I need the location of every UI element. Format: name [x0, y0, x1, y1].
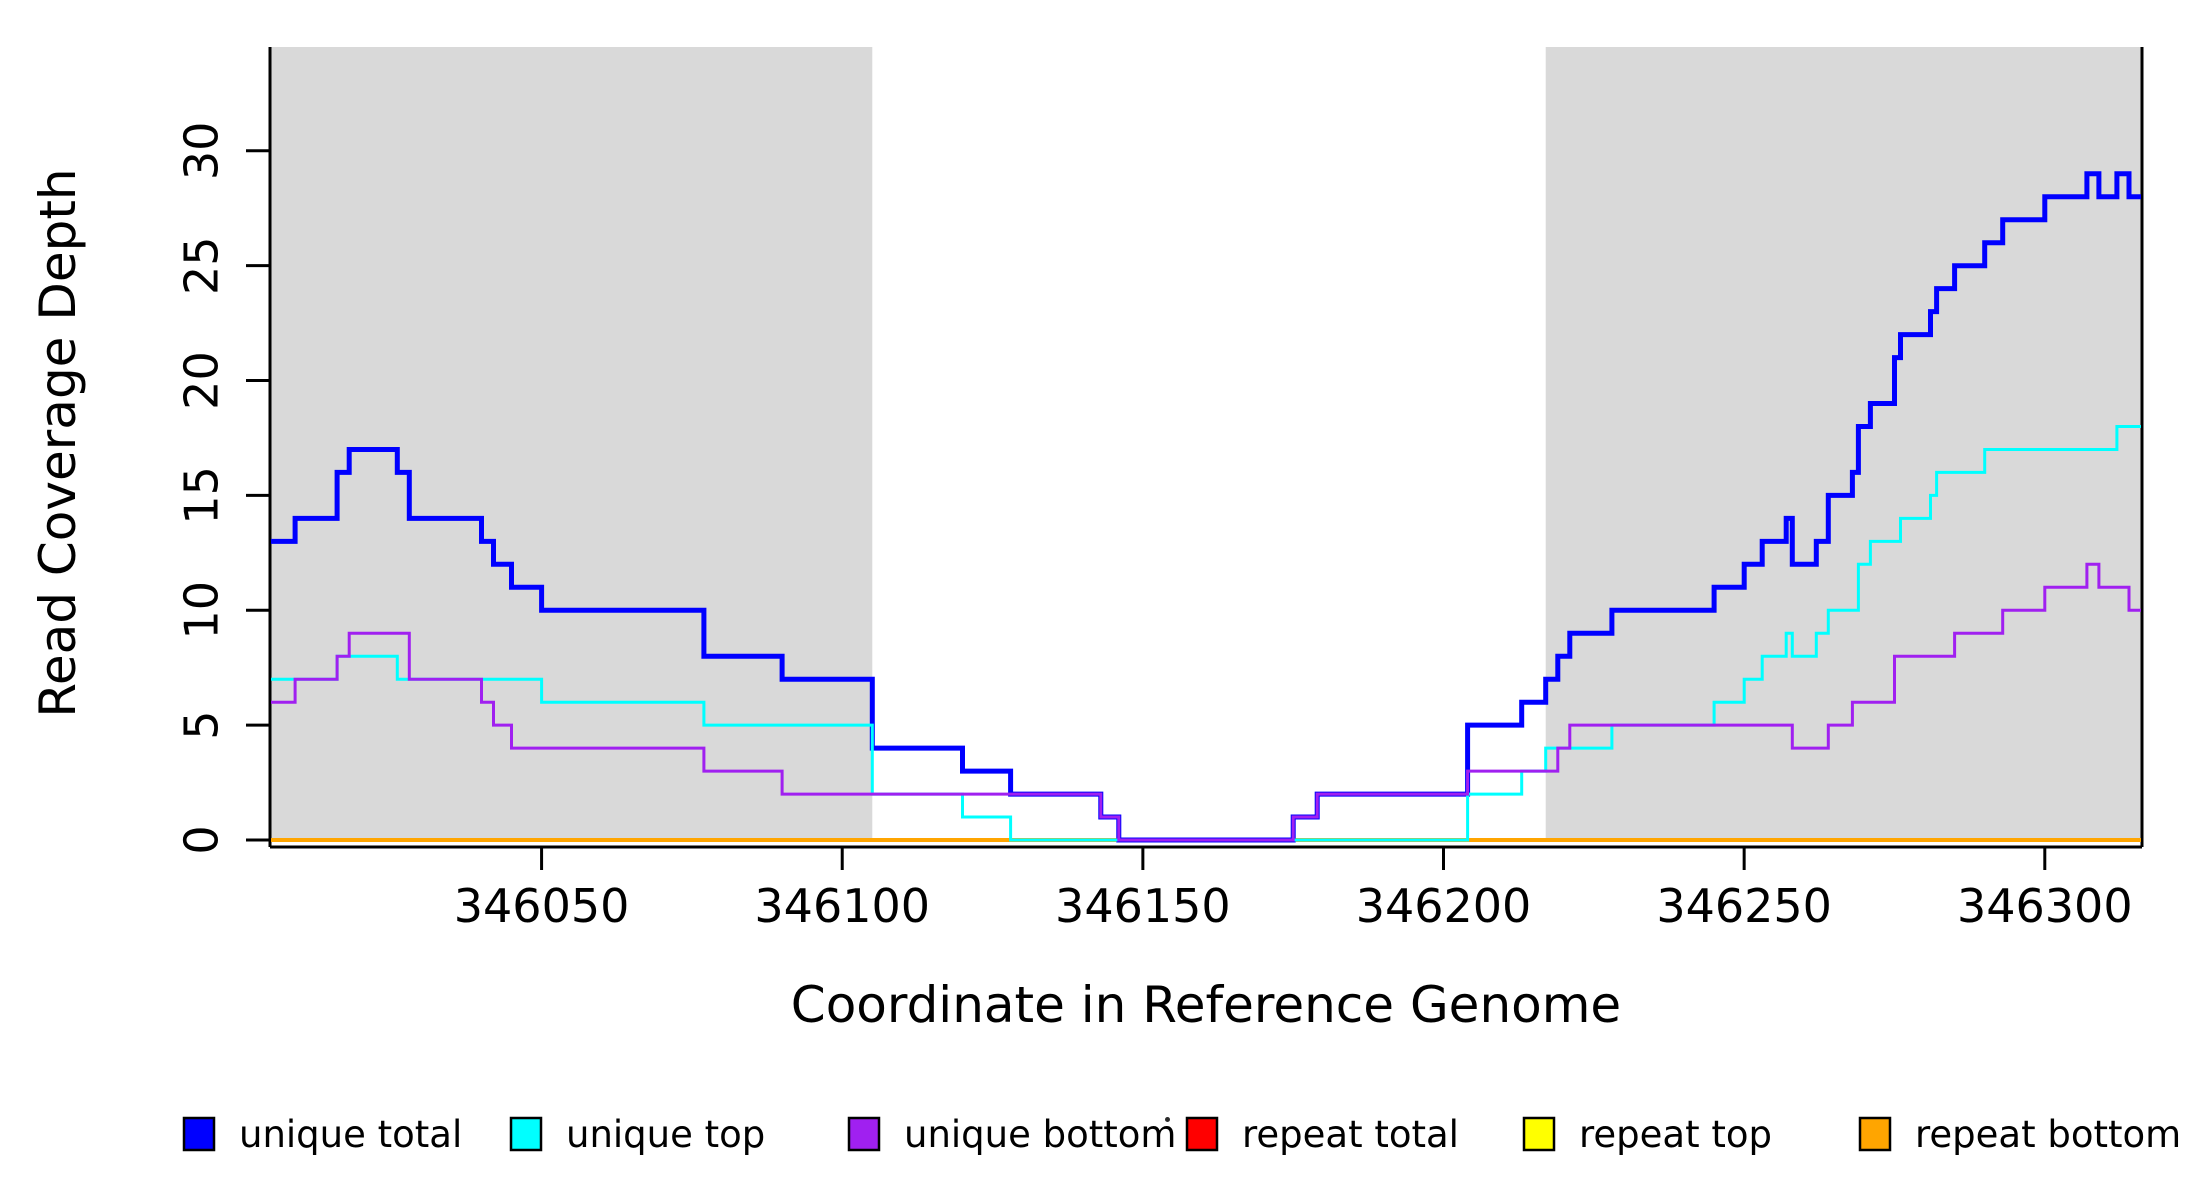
- legend-label-unique-total: unique total: [239, 1113, 462, 1156]
- legend-label-repeat-bottom: repeat bottom: [1915, 1113, 2181, 1156]
- legend-swatch-repeat-bottom: [1858, 1116, 1892, 1152]
- x-tick-label: 346250: [1656, 879, 1832, 933]
- y-tick-label: 0: [175, 825, 229, 854]
- x-tick-label: 346150: [1055, 879, 1231, 933]
- stray-dot: [1165, 1117, 1170, 1122]
- x-axis-title: Coordinate in Reference Genome: [791, 976, 1621, 1034]
- legend-swatch-unique-bottom: [847, 1116, 881, 1152]
- y-tick-label: 30: [175, 122, 229, 181]
- x-tick-label: 346100: [754, 879, 930, 933]
- y-tick-label: 20: [175, 351, 229, 410]
- x-tick-label: 346050: [454, 879, 630, 933]
- legend-label-unique-bottom: unique bottom: [904, 1113, 1176, 1156]
- legend-label-repeat-total: repeat total: [1242, 1113, 1459, 1156]
- shaded-region-2: [1545, 47, 2141, 841]
- x-tick-label: 346200: [1356, 879, 1532, 933]
- y-tick-label: 25: [175, 236, 229, 295]
- x-tick-label: 346300: [1957, 879, 2133, 933]
- legend-swatch-repeat-top: [1522, 1116, 1556, 1152]
- series-line-unique-bottom: [271, 562, 2141, 842]
- y-tick-label: 15: [175, 466, 229, 525]
- legend-swatch-unique-total: [182, 1116, 216, 1152]
- y-tick-label: 5: [175, 710, 229, 739]
- legend-swatch-unique-top: [509, 1116, 543, 1152]
- y-tick-label: 10: [175, 581, 229, 640]
- y-axis-title: Read Coverage Depth: [29, 168, 87, 717]
- legend-label-unique-top: unique top: [566, 1113, 765, 1156]
- series-line-unique-total: [271, 171, 2141, 843]
- legend-label-repeat-top: repeat top: [1579, 1113, 1772, 1156]
- shaded-region-1: [271, 47, 873, 841]
- legend-swatch-repeat-total: [1185, 1116, 1219, 1152]
- series-line-unique-top: [271, 425, 2141, 842]
